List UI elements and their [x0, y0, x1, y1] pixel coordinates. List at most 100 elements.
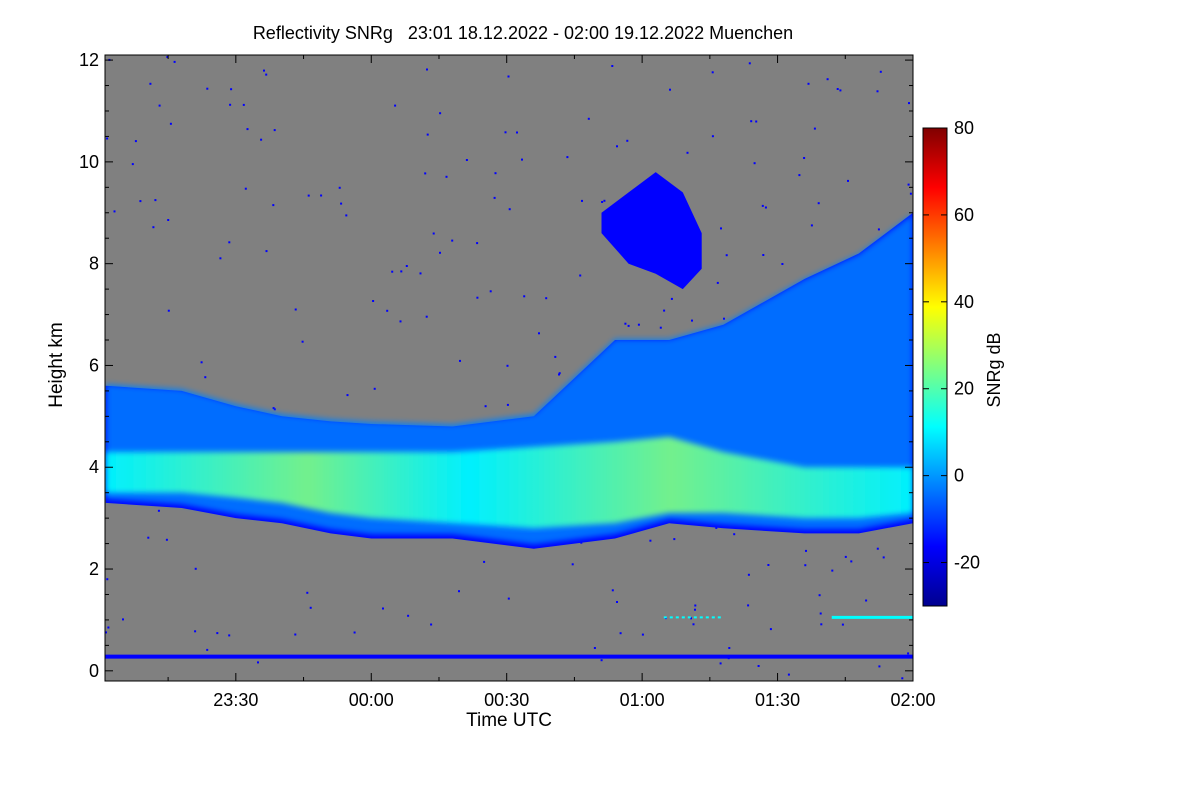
noise-speck — [158, 104, 161, 107]
noise-speck — [810, 224, 813, 227]
noise-speck — [686, 151, 689, 154]
noise-speck — [761, 204, 764, 207]
noise-speck — [781, 263, 784, 265]
x-axis: 23:30 00:00 00:30 01:00 01:30 02:00 — [167, 55, 936, 710]
noise-speck — [831, 569, 834, 572]
colorbar: -20 0 20 40 60 80 SNRg dB — [922, 118, 1004, 607]
noise-speck — [757, 665, 760, 667]
noise-speck — [733, 533, 736, 536]
noise-speck — [805, 549, 807, 552]
noise-speck — [711, 135, 714, 138]
noise-speck — [320, 194, 323, 197]
noise-speck — [819, 612, 822, 615]
noise-speck — [430, 623, 433, 626]
noise-speck — [523, 295, 526, 298]
noise-speck — [748, 62, 751, 65]
noise-speck — [265, 250, 268, 253]
noise-speck — [301, 340, 304, 343]
noise-speck — [169, 122, 172, 125]
noise-speck — [820, 623, 823, 626]
x-tick-label: 00:00 — [349, 690, 394, 710]
noise-speck — [850, 560, 853, 563]
noise-speck — [558, 372, 561, 375]
noise-speck — [194, 630, 197, 633]
noise-speck — [242, 103, 245, 106]
noise-speck — [581, 199, 583, 202]
noise-speck — [228, 634, 231, 637]
noise-speck — [353, 631, 356, 634]
noise-speck — [616, 145, 618, 148]
colorbar-tick-label: 40 — [954, 292, 974, 312]
noise-speck — [909, 192, 912, 195]
noise-speck — [807, 82, 810, 85]
noise-speck — [391, 270, 394, 273]
noise-speck — [432, 232, 435, 235]
noise-speck — [106, 578, 109, 581]
colorbar-tick-label: -20 — [954, 553, 980, 573]
noise-speck — [611, 65, 614, 67]
colorbar-ticks: -20 0 20 40 60 80 — [923, 118, 980, 573]
noise-speck — [424, 172, 427, 175]
noise-speck — [340, 202, 343, 205]
noise-speck — [566, 156, 569, 159]
noise-speck — [465, 159, 468, 161]
y-tick-label: 10 — [79, 152, 99, 172]
noise-speck — [507, 75, 510, 78]
noise-speck — [149, 82, 152, 85]
noise-speck — [907, 183, 910, 186]
colorbar-scale — [922, 127, 948, 607]
noise-speck — [507, 597, 510, 600]
noise-speck — [762, 254, 765, 256]
noise-speck — [272, 407, 275, 410]
colorbar-tick-label: 0 — [954, 466, 964, 486]
noise-speck — [273, 408, 276, 411]
noise-speck — [504, 131, 507, 134]
noise-speck — [669, 88, 671, 91]
noise-speck — [908, 102, 910, 105]
noise-speck — [579, 274, 582, 277]
noise-speck — [107, 626, 110, 629]
noise-speck — [719, 662, 722, 665]
noise-speck — [265, 73, 268, 76]
noise-speck — [382, 607, 384, 610]
noise-speck — [506, 364, 509, 367]
radar-echoes — [105, 172, 913, 659]
noise-speck — [405, 265, 408, 267]
noise-speck — [538, 332, 540, 335]
y-tick-label: 8 — [89, 254, 99, 274]
upper-echo-patch — [601, 172, 702, 290]
noise-speck — [720, 227, 722, 230]
noise-speck — [516, 131, 518, 134]
y-axis-label: Height km — [46, 322, 67, 408]
noise-speck — [804, 564, 807, 567]
noise-speck — [545, 297, 548, 300]
noise-speck — [659, 326, 662, 329]
y-tick-label: 4 — [89, 457, 99, 477]
noise-speck — [139, 200, 142, 203]
noise-speck — [244, 187, 247, 190]
noise-speck — [769, 628, 772, 631]
noise-speck — [715, 526, 718, 529]
noise-speck — [865, 599, 868, 602]
noise-speck — [147, 536, 150, 539]
noise-speck — [307, 194, 310, 197]
noise-speck — [817, 202, 820, 205]
noise-speck — [306, 591, 309, 594]
y-tick-label: 0 — [89, 661, 99, 681]
noise-speck — [426, 68, 428, 71]
noise-speck — [426, 133, 429, 136]
noise-speck — [476, 296, 479, 299]
noise-speck — [841, 623, 844, 626]
noise-speck — [157, 509, 160, 512]
noise-speck — [228, 241, 231, 244]
noise-speck — [725, 254, 728, 257]
x-tick-label: 01:30 — [755, 690, 800, 710]
noise-speck — [173, 60, 176, 63]
noise-speck — [692, 623, 695, 626]
x-tick-label: 00:30 — [484, 690, 529, 710]
noise-speck — [167, 219, 170, 221]
noise-speck — [747, 573, 750, 576]
noise-speck — [206, 648, 209, 651]
noise-speck — [818, 594, 821, 597]
